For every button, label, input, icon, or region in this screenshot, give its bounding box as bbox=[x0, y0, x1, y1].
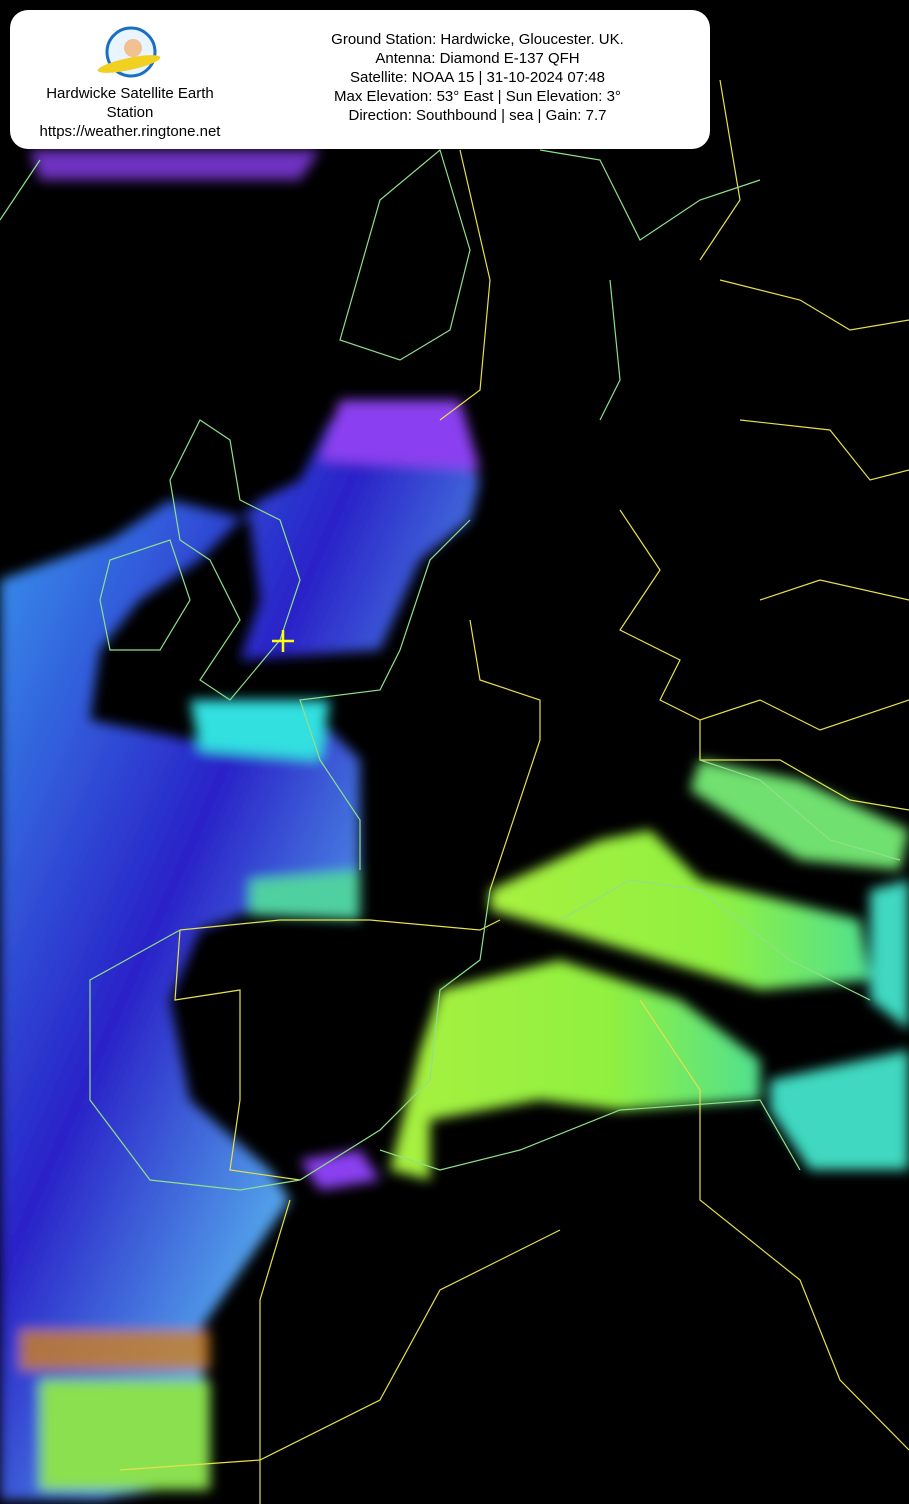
antenna: Antenna: Diamond E-137 QFH bbox=[375, 50, 580, 67]
station-name: Hardwicke Satellite Earth Station bbox=[46, 85, 214, 121]
direction: Direction: Southbound | sea | Gain: 7.7 bbox=[348, 107, 607, 124]
country-borders bbox=[119, 79, 909, 1504]
mobile-flyer-logo bbox=[97, 26, 161, 78]
elevation: Max Elevation: 53° East | Sun Elevation:… bbox=[334, 88, 621, 105]
satellite: Satellite: NOAA 15 | 31-10-2024 07:48 bbox=[350, 69, 605, 86]
info-panel: Hardwicke Satellite Earth Station https:… bbox=[10, 10, 710, 149]
pass-info: Ground Station: Hardwicke, Gloucester. U… bbox=[260, 30, 695, 125]
station-marker bbox=[272, 630, 294, 652]
station-url[interactable]: https://weather.ringtone.net bbox=[39, 123, 221, 140]
ground-station: Ground Station: Hardwicke, Gloucester. U… bbox=[331, 31, 624, 48]
cloud-cover bbox=[0, 150, 909, 1500]
